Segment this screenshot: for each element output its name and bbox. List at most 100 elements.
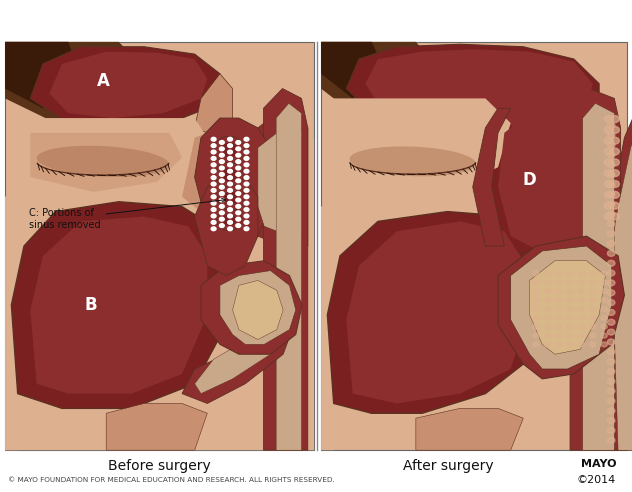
Polygon shape bbox=[30, 133, 182, 192]
Circle shape bbox=[604, 148, 613, 155]
Circle shape bbox=[229, 209, 231, 211]
Circle shape bbox=[556, 342, 562, 347]
Circle shape bbox=[245, 215, 248, 217]
Circle shape bbox=[607, 241, 615, 246]
Circle shape bbox=[244, 227, 249, 231]
Circle shape bbox=[237, 199, 240, 201]
Circle shape bbox=[604, 202, 613, 209]
Circle shape bbox=[544, 271, 550, 276]
Polygon shape bbox=[5, 187, 30, 450]
Circle shape bbox=[237, 225, 240, 226]
Circle shape bbox=[237, 148, 240, 150]
Circle shape bbox=[604, 137, 613, 144]
Circle shape bbox=[229, 138, 231, 140]
Circle shape bbox=[607, 182, 615, 187]
Circle shape bbox=[578, 271, 585, 276]
Circle shape bbox=[607, 290, 615, 296]
Circle shape bbox=[212, 202, 215, 204]
Circle shape bbox=[611, 137, 619, 144]
Circle shape bbox=[236, 224, 241, 227]
Circle shape bbox=[229, 164, 231, 166]
Circle shape bbox=[611, 181, 619, 187]
Circle shape bbox=[533, 298, 539, 303]
Circle shape bbox=[219, 141, 224, 144]
Circle shape bbox=[607, 428, 615, 433]
Circle shape bbox=[219, 173, 224, 176]
Circle shape bbox=[607, 329, 615, 335]
Circle shape bbox=[211, 176, 216, 180]
Circle shape bbox=[237, 206, 240, 207]
Circle shape bbox=[221, 167, 223, 169]
Circle shape bbox=[211, 220, 216, 224]
Circle shape bbox=[544, 342, 550, 347]
Circle shape bbox=[590, 271, 596, 276]
Circle shape bbox=[607, 132, 615, 138]
Circle shape bbox=[212, 196, 215, 198]
Polygon shape bbox=[233, 280, 283, 339]
Circle shape bbox=[236, 205, 241, 208]
Text: After surgery: After surgery bbox=[403, 459, 494, 473]
Circle shape bbox=[219, 211, 224, 215]
Polygon shape bbox=[182, 128, 245, 216]
Circle shape bbox=[567, 307, 573, 311]
Circle shape bbox=[611, 126, 619, 133]
Circle shape bbox=[601, 324, 607, 329]
Circle shape bbox=[578, 280, 585, 285]
Circle shape bbox=[237, 154, 240, 156]
Circle shape bbox=[544, 315, 550, 320]
Circle shape bbox=[607, 349, 615, 355]
Circle shape bbox=[590, 280, 596, 285]
Circle shape bbox=[219, 179, 224, 183]
Polygon shape bbox=[195, 74, 233, 138]
Circle shape bbox=[221, 186, 223, 188]
Circle shape bbox=[544, 280, 550, 285]
Circle shape bbox=[607, 378, 615, 384]
Circle shape bbox=[211, 182, 216, 186]
Circle shape bbox=[221, 142, 223, 143]
Circle shape bbox=[556, 280, 562, 285]
Circle shape bbox=[245, 157, 248, 159]
Circle shape bbox=[211, 156, 216, 160]
Circle shape bbox=[221, 199, 223, 201]
Circle shape bbox=[244, 144, 249, 148]
Circle shape bbox=[607, 221, 615, 227]
Circle shape bbox=[229, 215, 231, 217]
Text: A: A bbox=[97, 72, 109, 90]
Circle shape bbox=[607, 152, 615, 158]
Circle shape bbox=[245, 189, 248, 191]
Circle shape bbox=[607, 339, 615, 345]
Circle shape bbox=[607, 280, 615, 286]
Circle shape bbox=[567, 324, 573, 329]
Polygon shape bbox=[321, 42, 435, 118]
Circle shape bbox=[611, 213, 619, 220]
Ellipse shape bbox=[217, 185, 245, 210]
Ellipse shape bbox=[214, 136, 245, 164]
Circle shape bbox=[556, 307, 562, 311]
Circle shape bbox=[607, 300, 615, 306]
Circle shape bbox=[604, 170, 613, 177]
Circle shape bbox=[211, 144, 216, 148]
Circle shape bbox=[245, 196, 248, 198]
Circle shape bbox=[219, 185, 224, 189]
Ellipse shape bbox=[221, 143, 238, 157]
Circle shape bbox=[607, 162, 615, 168]
Circle shape bbox=[607, 408, 615, 414]
Circle shape bbox=[219, 224, 224, 227]
Polygon shape bbox=[182, 305, 296, 403]
Circle shape bbox=[604, 213, 613, 220]
Circle shape bbox=[611, 116, 619, 123]
Circle shape bbox=[228, 176, 233, 180]
Circle shape bbox=[211, 208, 216, 212]
Circle shape bbox=[533, 342, 539, 347]
Circle shape bbox=[244, 201, 249, 205]
Circle shape bbox=[601, 342, 607, 347]
Circle shape bbox=[229, 189, 231, 191]
Circle shape bbox=[211, 195, 216, 199]
Circle shape bbox=[245, 138, 248, 140]
Circle shape bbox=[544, 333, 550, 338]
Circle shape bbox=[244, 220, 249, 224]
Polygon shape bbox=[49, 52, 207, 118]
Polygon shape bbox=[511, 246, 612, 369]
Circle shape bbox=[219, 217, 224, 221]
Polygon shape bbox=[599, 108, 632, 450]
